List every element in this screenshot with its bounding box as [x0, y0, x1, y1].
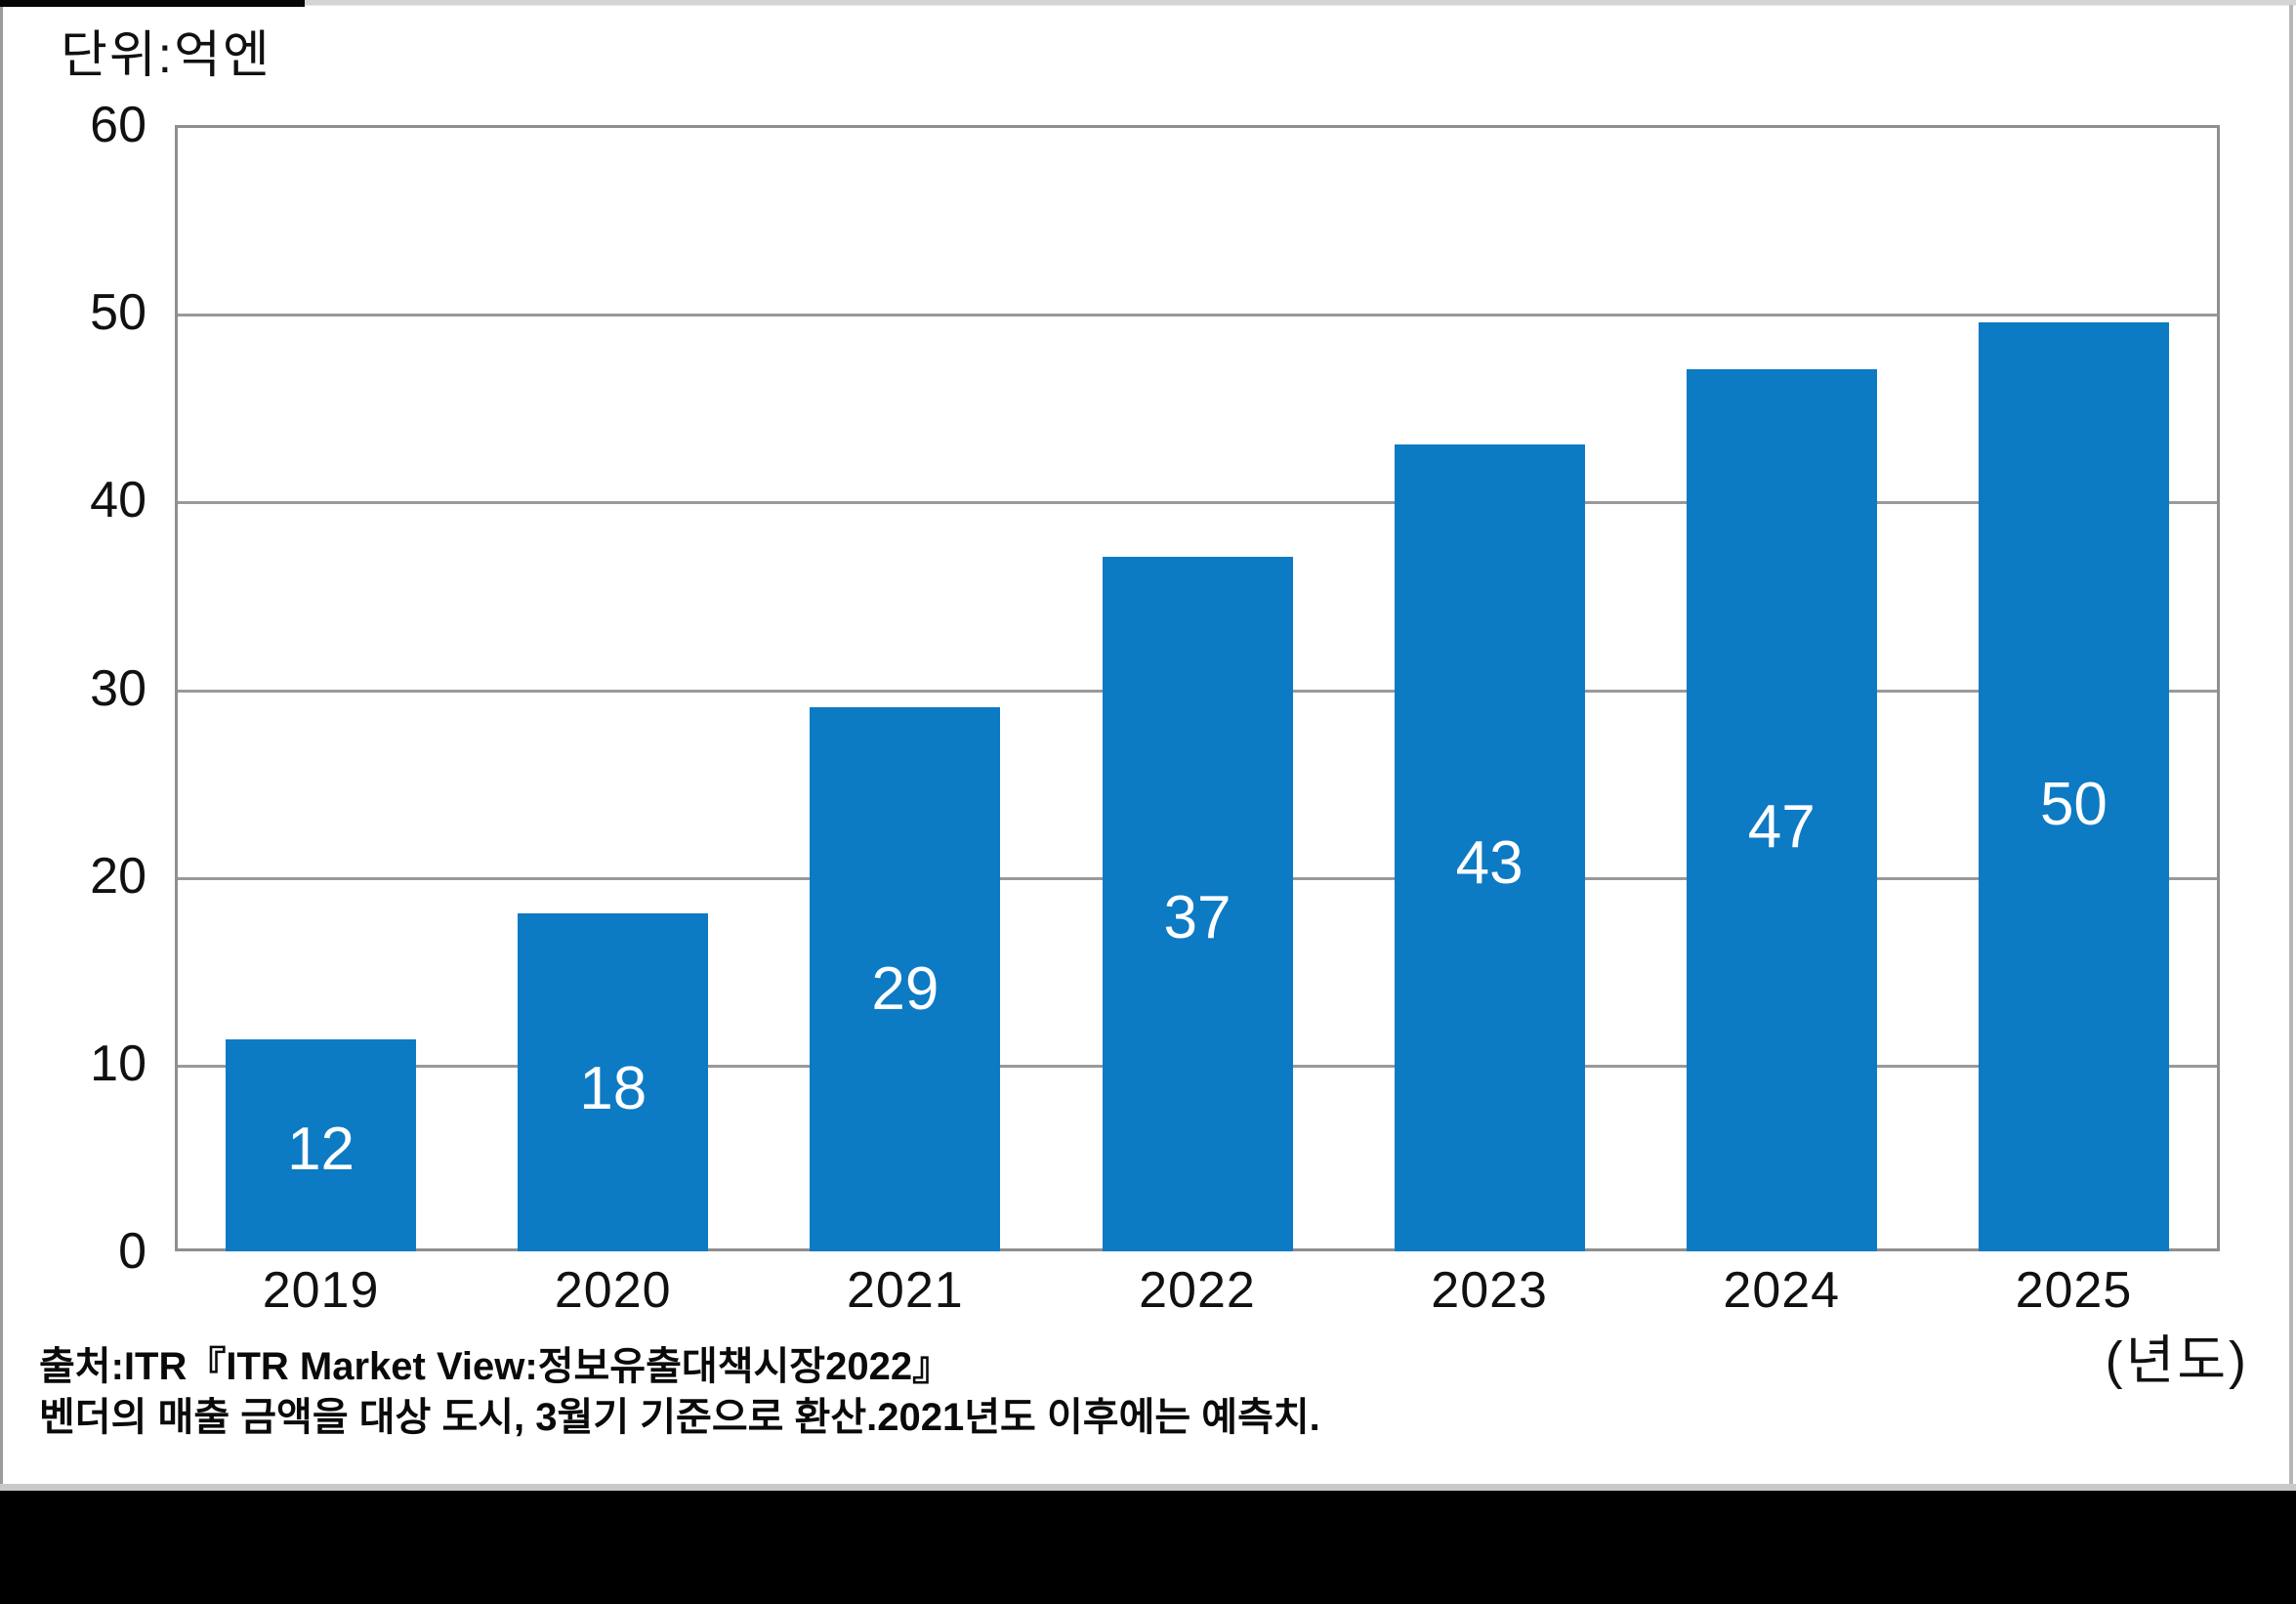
y-tick-label-0: 0 — [118, 1223, 146, 1280]
page-left-edge-line — [0, 7, 3, 1487]
bar-2024: 47 — [1686, 368, 1877, 1251]
x-tick-label-2022: 2022 — [1139, 1262, 1256, 1319]
bar-2019: 12 — [226, 1038, 417, 1251]
page-right-edge-line — [2289, 5, 2293, 1487]
bar-2021: 29 — [810, 706, 1001, 1251]
x-tick-label-2021: 2021 — [847, 1262, 964, 1319]
x-tick-label-2023: 2023 — [1431, 1262, 1548, 1319]
bar-2022: 37 — [1102, 556, 1293, 1251]
y-tick-label-20: 20 — [90, 847, 146, 905]
bar-value-label-2021: 29 — [871, 955, 939, 1024]
gridline-y-40 — [178, 501, 2217, 505]
bar-value-label-2020: 18 — [579, 1054, 647, 1122]
bar-value-label-2023: 43 — [1455, 829, 1524, 898]
y-tick-label-40: 40 — [90, 472, 146, 529]
bar-value-label-2019: 12 — [287, 1115, 355, 1183]
y-tick-label-10: 10 — [90, 1034, 146, 1092]
x-tick-label-2020: 2020 — [554, 1262, 672, 1319]
source-line-2: 벤더의 매출 금액을 대상 도시, 3월기 기준으로 환산.2021년도 이후에… — [39, 1396, 1320, 1439]
bar-value-label-2025: 50 — [2039, 771, 2108, 839]
bar-2023: 43 — [1394, 443, 1585, 1251]
bar-2020: 18 — [518, 913, 709, 1251]
bar-2025: 50 — [1978, 321, 2169, 1251]
top-edge-gray-strip — [305, 0, 2296, 6]
source-line-1: 출처:ITR『ITR Market View:정보유출대책시장2022』 — [39, 1345, 952, 1388]
y-tick-label-30: 30 — [90, 659, 146, 717]
x-axis-unit-label: (년도) — [2105, 1331, 2249, 1390]
source-note: 출처:ITR『ITR Market View:정보유출대책시장2022』 벤더의… — [39, 1341, 2090, 1443]
y-tick-label-50: 50 — [90, 284, 146, 342]
bar-value-label-2022: 37 — [1163, 883, 1231, 951]
bar-value-label-2024: 47 — [1747, 793, 1816, 862]
page-bottom-edge-line — [0, 1484, 2296, 1491]
document-page: 단위:억엔 0 10 20 30 40 50 60 12 2019 18 2020 29 2021 37 2… — [0, 0, 2296, 1491]
gridline-y-50 — [178, 314, 2217, 317]
top-edge-black-strip — [0, 0, 305, 7]
unit-label: 단위:억엔 — [61, 27, 271, 84]
x-tick-label-2024: 2024 — [1723, 1262, 1841, 1319]
bottom-black-band — [0, 1491, 2296, 1604]
x-tick-label-2025: 2025 — [2015, 1262, 2133, 1319]
x-tick-label-2019: 2019 — [262, 1262, 380, 1319]
y-tick-label-60: 60 — [90, 97, 146, 153]
